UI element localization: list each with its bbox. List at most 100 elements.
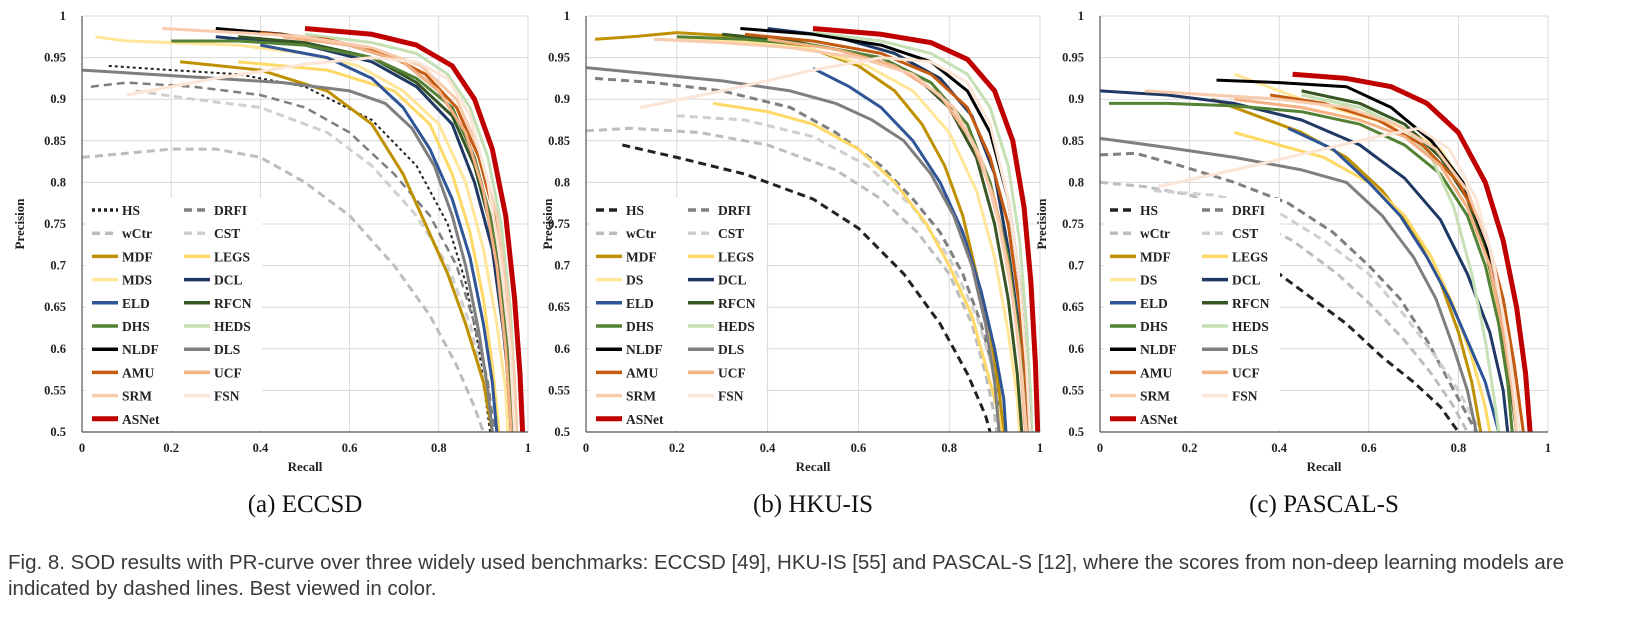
series-line-dcl <box>1099 89 1510 433</box>
legend-label-ucf: UCF <box>1232 365 1260 380</box>
y-tick-label: 0.8 <box>1068 175 1084 189</box>
legend-label-nldf: NLDF <box>122 342 159 357</box>
figure: 0.5 0.55 0.6 0.65 0.7 0.75 0.8 0.85 0.9 0.95 1 0 0.2… <box>12 9 1551 518</box>
legend-label-amu: AMU <box>122 365 154 380</box>
x-tick-label: 0.8 <box>431 441 447 455</box>
x-tick-label: 0 <box>583 441 589 455</box>
legend: HS DRFI wCtr CST MDF LEGS DS DCL ELD RFCN DHS HEDS N… <box>590 198 766 430</box>
legend-label-dhs: DHS <box>1140 319 1168 334</box>
series-line-cst <box>1153 189 1483 433</box>
y-tick-label: 0.55 <box>548 383 570 397</box>
legend-label-hs: HS <box>1140 203 1158 218</box>
series-line-dls <box>585 66 1001 433</box>
panel-subtitle: (b) HKU-IS <box>753 491 873 518</box>
legend-label-legs: LEGS <box>214 249 250 264</box>
chart-panel-2: 0.5 0.55 0.6 0.65 0.7 0.75 0.8 0.85 0.9 0.95 1 0 0.2… <box>540 9 1043 518</box>
legend: HS DRFI wCtr CST MDF LEGS DS DCL ELD RFCN DHS HEDS N… <box>1104 198 1280 430</box>
x-tick-label: 0 <box>1097 441 1103 455</box>
legend-label-cst: CST <box>718 226 744 241</box>
y-tick-label: 0.5 <box>50 425 66 439</box>
y-tick-label: 0.55 <box>1062 383 1084 397</box>
legend: HS DRFI wCtr CST MDF LEGS MDS DCL ELD RFCN DHS HEDS… <box>86 198 262 430</box>
y-tick-label: 0.5 <box>554 425 570 439</box>
legend-label-dcl: DCL <box>214 273 243 288</box>
series-line-wctr <box>1099 180 1469 433</box>
legend-label-wctr: wCtr <box>122 226 152 241</box>
x-tick-label: 0.8 <box>1451 441 1467 455</box>
x-tick-label: 1 <box>1037 441 1043 455</box>
chart-panel-3: 0.5 0.55 0.6 0.65 0.7 0.75 0.8 0.85 0.9 0.95 1 0 0.2… <box>1034 9 1551 518</box>
legend-label-asnet: ASNet <box>122 412 160 427</box>
series-line-amu <box>744 32 1031 433</box>
legend-label-amu: AMU <box>1140 365 1172 380</box>
series-line-drfi <box>1099 151 1478 433</box>
legend-label-fsn: FSN <box>718 389 744 404</box>
y-tick-label: 0.5 <box>1068 425 1084 439</box>
legend-label-legs: LEGS <box>718 249 754 264</box>
series-line-eld <box>260 43 499 433</box>
series-line-asnet <box>304 26 526 433</box>
legend-box <box>86 198 262 430</box>
series-line-heds <box>812 31 1034 433</box>
y-tick-label: 0.6 <box>554 342 570 356</box>
legend-label-asnet: ASNet <box>626 412 664 427</box>
legend-label-eld: ELD <box>1140 296 1168 311</box>
x-tick-label: 0.2 <box>669 441 685 455</box>
panel-subtitle: (c) PASCAL-S <box>1249 491 1399 518</box>
y-tick-label: 0.7 <box>1068 259 1084 273</box>
legend-label-ucf: UCF <box>718 365 746 380</box>
series-line-asnet <box>812 26 1041 433</box>
y-tick-label: 1 <box>60 9 66 23</box>
y-tick-label: 0.8 <box>554 175 570 189</box>
legend-label-srm: SRM <box>626 389 656 404</box>
y-tick-label: 0.6 <box>1068 342 1084 356</box>
y-tick-label: 0.65 <box>44 300 66 314</box>
y-tick-label: 0.9 <box>50 92 66 106</box>
legend-label-dls: DLS <box>214 342 240 357</box>
y-tick-label: 0.9 <box>1068 92 1084 106</box>
legend-label-heds: HEDS <box>214 319 251 334</box>
legend-label-dls: DLS <box>1232 342 1258 357</box>
legend-label-amu: AMU <box>626 365 658 380</box>
series-line-drfi <box>594 76 1006 433</box>
legend-label-drfi: DRFI <box>214 203 247 218</box>
legend-label-legs: LEGS <box>1232 249 1268 264</box>
series-line-wctr <box>585 126 999 433</box>
series-line-wctr <box>81 147 485 433</box>
x-tick-label: 0.2 <box>1182 441 1198 455</box>
series-line-ucf <box>1234 97 1519 433</box>
legend-label-srm: SRM <box>1140 389 1170 404</box>
series-line-hs <box>621 143 992 433</box>
legend-label-nldf: NLDF <box>1140 342 1177 357</box>
y-tick-label: 1 <box>1078 9 1084 23</box>
series-line-dls <box>1099 136 1478 433</box>
x-tick-label: 1 <box>1545 441 1551 455</box>
legend-label-asnet: ASNet <box>1140 412 1178 427</box>
legend-label-rfcn: RFCN <box>718 296 756 311</box>
legend-label-dhs: DHS <box>122 319 150 334</box>
x-tick-label: 0.4 <box>1271 441 1287 455</box>
series-line-legs <box>1233 131 1492 433</box>
y-tick-label: 0.85 <box>1062 134 1084 148</box>
y-tick-label: 0.65 <box>1062 300 1084 314</box>
legend-label-fsn: FSN <box>214 389 240 404</box>
series-line-eld <box>812 67 1008 433</box>
series-line-amu <box>1269 93 1525 433</box>
series-line-fsn <box>1157 126 1521 433</box>
series-line-mds <box>95 35 510 433</box>
chart-panel-1: 0.5 0.55 0.6 0.65 0.7 0.75 0.8 0.85 0.9 0.95 1 0 0.2… <box>12 9 531 518</box>
series-line-fsn <box>126 56 517 433</box>
legend-label-nldf: NLDF <box>626 342 663 357</box>
legend-label-heds: HEDS <box>718 319 755 334</box>
x-tick-label: 0.6 <box>342 441 358 455</box>
legend-box <box>1104 198 1280 430</box>
x-tick-label: 0.6 <box>851 441 867 455</box>
y-tick-label: 0.95 <box>1062 51 1084 65</box>
series-line-cst <box>135 89 494 433</box>
x-axis-title: Recall <box>288 459 323 474</box>
legend-label-ds: DS <box>626 273 643 288</box>
y-tick-label: 0.7 <box>50 259 66 273</box>
legend-label-fsn: FSN <box>1232 389 1258 404</box>
figure-caption: Fig. 8. SOD results with PR-curve over t… <box>8 551 1565 600</box>
legend-label-rfcn: RFCN <box>1232 296 1270 311</box>
